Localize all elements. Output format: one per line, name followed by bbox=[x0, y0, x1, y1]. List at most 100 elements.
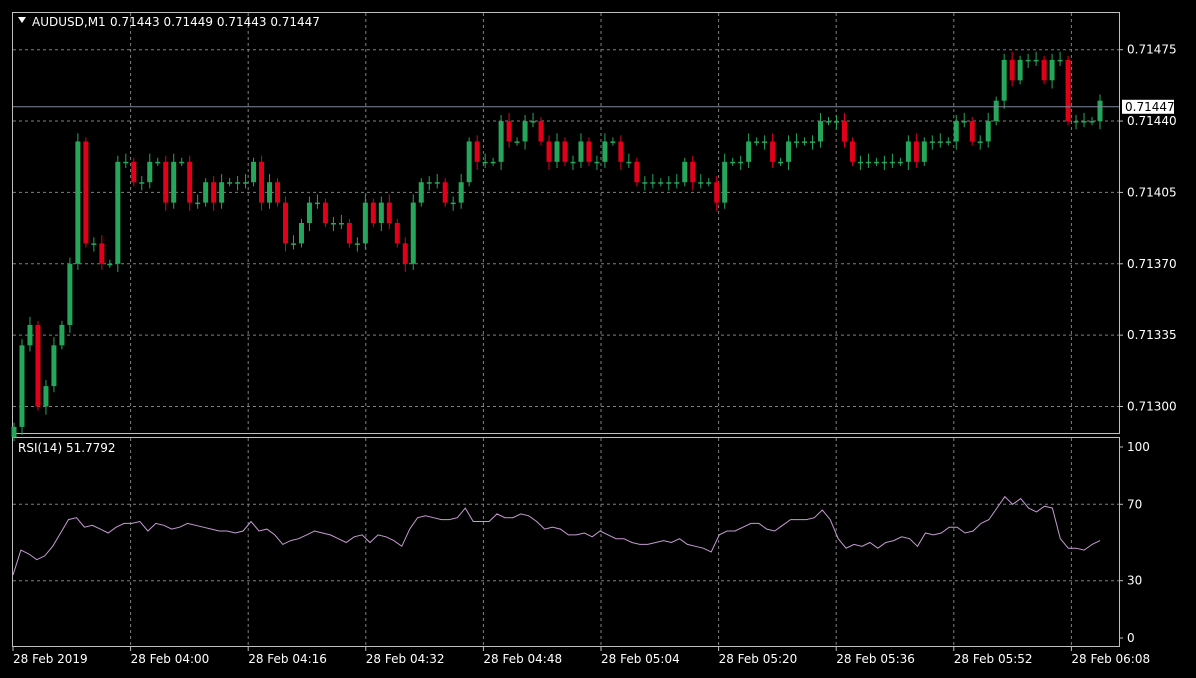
rsi-tick-label: 0 bbox=[1127, 631, 1135, 645]
candle-body bbox=[362, 202, 368, 244]
candle-body bbox=[913, 141, 919, 162]
price-tick-label: 0.71300 bbox=[1127, 399, 1177, 413]
candle-body bbox=[139, 182, 145, 184]
candle-body bbox=[67, 263, 73, 325]
price-tick-label: 0.71335 bbox=[1127, 328, 1177, 342]
candle-body bbox=[921, 141, 927, 162]
rsi-tick-label: 70 bbox=[1127, 497, 1142, 511]
candle-body bbox=[985, 121, 991, 142]
candle-body bbox=[267, 182, 273, 203]
candle-body bbox=[849, 141, 855, 162]
candle-body bbox=[666, 182, 672, 184]
candle-body bbox=[259, 161, 265, 203]
candle-body bbox=[754, 141, 760, 143]
x-tick-label: 28 Feb 06:08 bbox=[1071, 652, 1150, 666]
candle-body bbox=[690, 161, 696, 183]
candle-body bbox=[530, 121, 536, 123]
candle-body bbox=[131, 161, 137, 183]
candle-body bbox=[554, 141, 560, 162]
candle-body bbox=[1073, 121, 1079, 123]
candle-body bbox=[586, 141, 592, 162]
candle-body bbox=[1025, 59, 1031, 62]
candle-body bbox=[75, 141, 81, 264]
candle-body bbox=[794, 141, 800, 143]
candle-body bbox=[634, 161, 640, 183]
current-price-label: 0.71447 bbox=[1125, 100, 1175, 114]
candle-body bbox=[147, 161, 153, 183]
candle-body bbox=[802, 141, 808, 143]
candle-body bbox=[514, 141, 520, 143]
candle-body bbox=[833, 121, 839, 123]
candle-body bbox=[570, 161, 576, 164]
candle-body bbox=[314, 202, 320, 205]
current-price-box bbox=[1122, 99, 1174, 114]
candle-body bbox=[961, 121, 967, 123]
candle-body bbox=[1097, 100, 1103, 122]
candle-body bbox=[905, 141, 911, 162]
x-tick-label: 28 Feb 04:00 bbox=[131, 652, 210, 666]
triangle-down-icon[interactable] bbox=[18, 17, 26, 23]
candle-body bbox=[402, 243, 408, 264]
candle-body bbox=[929, 141, 935, 143]
price-tick-label: 0.71475 bbox=[1127, 43, 1177, 57]
candle-body bbox=[235, 182, 241, 184]
candle-body bbox=[881, 161, 887, 164]
candle-body bbox=[546, 141, 552, 162]
candle-body bbox=[865, 161, 871, 164]
x-tick-label: 28 Feb 05:04 bbox=[601, 652, 680, 666]
candle-body bbox=[786, 141, 792, 162]
x-tick-label: 28 Feb 05:52 bbox=[954, 652, 1033, 666]
x-tick-label: 28 Feb 2019 bbox=[13, 652, 88, 666]
candle-body bbox=[642, 182, 648, 184]
symbol-label: AUDUSD,M1 bbox=[32, 15, 106, 29]
rsi-header: RSI(14) 51.7792 bbox=[18, 441, 116, 455]
candle-body bbox=[818, 121, 824, 142]
candle-body bbox=[59, 324, 65, 346]
candle-body bbox=[466, 141, 472, 183]
price-tick-label: 0.71370 bbox=[1127, 257, 1177, 271]
candle-body bbox=[730, 161, 736, 164]
candle-body bbox=[578, 141, 584, 162]
candle-body bbox=[993, 100, 999, 122]
candle-body bbox=[626, 161, 632, 164]
candle-body bbox=[506, 121, 512, 142]
candle-body bbox=[410, 202, 416, 264]
candle-body bbox=[434, 182, 440, 184]
candle-body bbox=[746, 141, 752, 162]
candle-body bbox=[123, 161, 129, 164]
candle-body bbox=[203, 182, 209, 203]
candle-body bbox=[1089, 121, 1095, 123]
candle-body bbox=[171, 161, 177, 203]
candle-body bbox=[370, 202, 376, 223]
candle-body bbox=[251, 161, 257, 183]
rsi-tick-label: 30 bbox=[1127, 574, 1142, 588]
candle-body bbox=[945, 141, 951, 143]
candle-body bbox=[698, 182, 704, 184]
candle-body bbox=[1081, 121, 1087, 123]
candle-body bbox=[115, 161, 121, 264]
candle-body bbox=[91, 243, 97, 245]
candle-body bbox=[378, 202, 384, 223]
candle-body bbox=[738, 161, 744, 164]
candle-body bbox=[35, 324, 41, 407]
candle-body bbox=[155, 161, 161, 164]
candle-body bbox=[953, 121, 959, 142]
candle-body bbox=[1001, 59, 1007, 101]
candle-body bbox=[219, 182, 225, 203]
price-tick-label: 0.71405 bbox=[1127, 185, 1177, 199]
candle-body bbox=[562, 141, 568, 162]
candlestick-series bbox=[11, 51, 1103, 442]
candle-body bbox=[897, 161, 903, 164]
candle-body bbox=[418, 182, 424, 203]
candle-body bbox=[594, 161, 600, 164]
candle-body bbox=[857, 161, 863, 164]
candle-body bbox=[1057, 59, 1063, 62]
candle-body bbox=[714, 182, 720, 203]
candle-body bbox=[873, 161, 879, 164]
candle-body bbox=[602, 141, 608, 162]
ohlc-label: 0.71443 0.71449 0.71443 0.71447 bbox=[110, 15, 320, 29]
candle-body bbox=[195, 202, 201, 205]
candle-body bbox=[969, 121, 975, 142]
candle-body bbox=[778, 161, 784, 164]
